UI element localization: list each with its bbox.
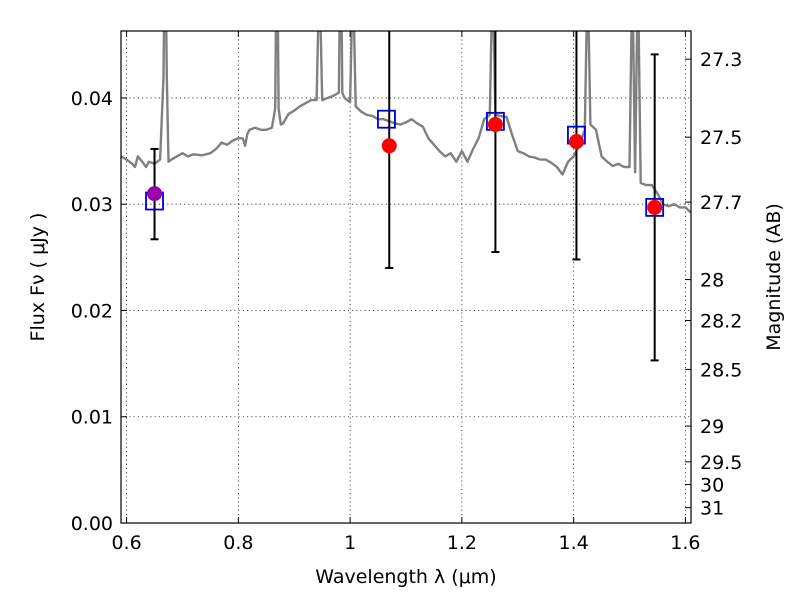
magnitude-tick-label: 31 [700,498,724,520]
plot-frame [120,30,692,524]
x-axis-ticks: 0.6 0.8 1 1.2 1.4 1.6 [111,31,701,554]
x-tick-label: 0.8 [223,532,253,554]
measured-points [147,117,663,215]
x-tick-label: 1.4 [559,532,589,554]
y-axis-ticks: 0.00 0.01 0.02 0.03 0.04 [71,88,127,535]
x-tick-label: 0.6 [111,532,141,554]
magnitude-tick-label: 28.2 [700,311,742,333]
magnitude-tick-label: 29.5 [700,452,742,474]
x-tick-label: 1.6 [670,532,700,554]
measured-point [487,117,503,133]
magnitude-tick-label: 27.3 [700,49,742,71]
magnitude-tick-label: 28 [700,270,724,292]
model-spectrum-line [121,31,691,214]
magnitude-tick-label: 27.5 [700,127,742,149]
measured-point [647,199,663,215]
y-tick-label: 0.02 [71,300,113,322]
magnitude-axis-title: Magnitude (AB) [763,203,785,351]
measured-point [568,134,584,150]
magnitude-tick-label: 30 [700,474,724,496]
y-axis-title: Flux Fν ( μJy ) [27,213,49,342]
x-axis-title: Wavelength λ (μm) [315,566,496,588]
grid-lines [121,31,691,523]
y-tick-label: 0.04 [71,88,113,110]
magnitude-tick-label: 27.7 [700,192,742,214]
plot-background [121,31,691,523]
measured-point [381,138,397,154]
y-tick-label: 0.00 [71,513,113,535]
measured-point [147,186,163,202]
x-tick-label: 1 [344,532,356,554]
x-tick-label: 1.2 [447,532,477,554]
model-band-square [645,197,665,217]
magnitude-tick-label: 28.5 [700,359,742,381]
magnitude-tick-label: 29 [700,416,724,438]
y-tick-label: 0.01 [71,407,113,429]
model-band-square [377,109,396,129]
y-tick-label: 0.03 [71,194,113,216]
